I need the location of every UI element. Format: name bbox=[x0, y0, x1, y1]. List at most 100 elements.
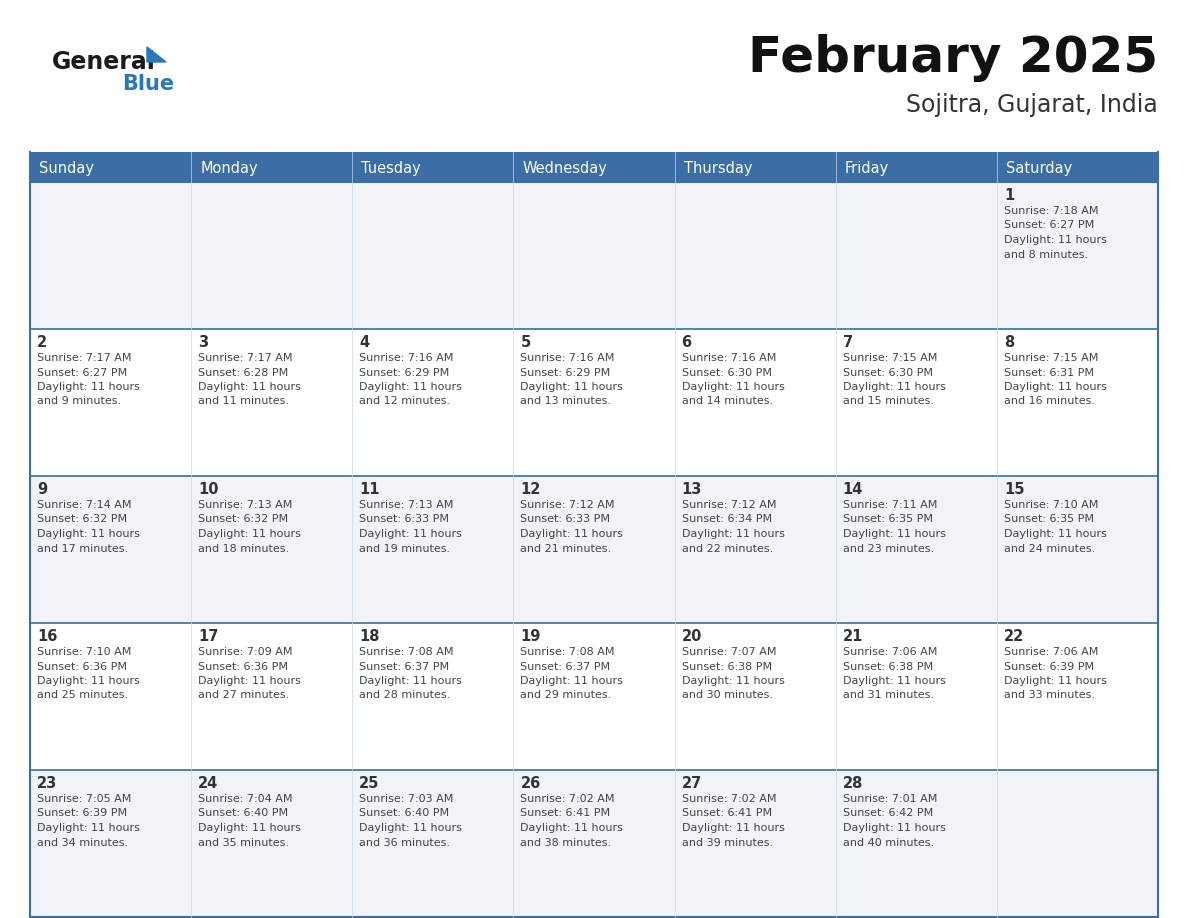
Text: and 14 minutes.: and 14 minutes. bbox=[682, 397, 772, 407]
Text: Daylight: 11 hours: Daylight: 11 hours bbox=[842, 529, 946, 539]
Text: 20: 20 bbox=[682, 629, 702, 644]
Text: Daylight: 11 hours: Daylight: 11 hours bbox=[1004, 676, 1107, 686]
Text: Daylight: 11 hours: Daylight: 11 hours bbox=[520, 382, 624, 392]
Bar bbox=[191, 476, 353, 623]
Text: 24: 24 bbox=[198, 776, 219, 791]
Bar bbox=[675, 329, 835, 476]
Text: Daylight: 11 hours: Daylight: 11 hours bbox=[1004, 529, 1107, 539]
Text: Sunrise: 7:06 AM: Sunrise: 7:06 AM bbox=[1004, 647, 1098, 657]
Text: Daylight: 11 hours: Daylight: 11 hours bbox=[520, 529, 624, 539]
Text: Daylight: 11 hours: Daylight: 11 hours bbox=[1004, 382, 1107, 392]
Text: Sunset: 6:34 PM: Sunset: 6:34 PM bbox=[682, 514, 772, 524]
Text: and 29 minutes.: and 29 minutes. bbox=[520, 690, 612, 700]
Text: Sunset: 6:30 PM: Sunset: 6:30 PM bbox=[682, 367, 771, 377]
Bar bbox=[997, 329, 1158, 476]
Bar bbox=[30, 329, 191, 476]
Bar bbox=[835, 152, 997, 182]
Text: Sunset: 6:35 PM: Sunset: 6:35 PM bbox=[1004, 514, 1094, 524]
Text: Blue: Blue bbox=[122, 74, 175, 94]
Text: 4: 4 bbox=[359, 335, 369, 350]
Text: Sunset: 6:32 PM: Sunset: 6:32 PM bbox=[37, 514, 127, 524]
Text: and 28 minutes.: and 28 minutes. bbox=[359, 690, 450, 700]
Text: Sunrise: 7:10 AM: Sunrise: 7:10 AM bbox=[37, 647, 132, 657]
Text: Sunset: 6:29 PM: Sunset: 6:29 PM bbox=[359, 367, 449, 377]
Text: Sunset: 6:29 PM: Sunset: 6:29 PM bbox=[520, 367, 611, 377]
Text: 8: 8 bbox=[1004, 335, 1015, 350]
Text: 17: 17 bbox=[198, 629, 219, 644]
Text: Thursday: Thursday bbox=[683, 161, 752, 175]
Text: 22: 22 bbox=[1004, 629, 1024, 644]
Text: 19: 19 bbox=[520, 629, 541, 644]
Text: Sunset: 6:27 PM: Sunset: 6:27 PM bbox=[37, 367, 127, 377]
Text: 18: 18 bbox=[359, 629, 380, 644]
Text: and 19 minutes.: and 19 minutes. bbox=[359, 543, 450, 554]
Text: Sunrise: 7:01 AM: Sunrise: 7:01 AM bbox=[842, 794, 937, 804]
Text: Sunset: 6:39 PM: Sunset: 6:39 PM bbox=[1004, 662, 1094, 671]
Bar bbox=[353, 152, 513, 182]
Text: and 25 minutes.: and 25 minutes. bbox=[37, 690, 128, 700]
Bar bbox=[675, 476, 835, 623]
Text: Daylight: 11 hours: Daylight: 11 hours bbox=[198, 382, 301, 392]
Text: Sunset: 6:40 PM: Sunset: 6:40 PM bbox=[359, 809, 449, 819]
Text: Daylight: 11 hours: Daylight: 11 hours bbox=[359, 382, 462, 392]
Text: and 39 minutes.: and 39 minutes. bbox=[682, 837, 772, 847]
Text: and 34 minutes.: and 34 minutes. bbox=[37, 837, 128, 847]
Text: Daylight: 11 hours: Daylight: 11 hours bbox=[37, 529, 140, 539]
Text: Sunrise: 7:12 AM: Sunrise: 7:12 AM bbox=[682, 500, 776, 510]
Text: Sunset: 6:30 PM: Sunset: 6:30 PM bbox=[842, 367, 933, 377]
Text: and 21 minutes.: and 21 minutes. bbox=[520, 543, 612, 554]
Text: Sunset: 6:36 PM: Sunset: 6:36 PM bbox=[198, 662, 289, 671]
Text: and 18 minutes.: and 18 minutes. bbox=[198, 543, 289, 554]
Bar bbox=[30, 152, 191, 182]
Text: 5: 5 bbox=[520, 335, 531, 350]
Text: Daylight: 11 hours: Daylight: 11 hours bbox=[842, 823, 946, 833]
Text: Sunrise: 7:02 AM: Sunrise: 7:02 AM bbox=[682, 794, 776, 804]
Text: 3: 3 bbox=[198, 335, 208, 350]
Bar bbox=[997, 623, 1158, 770]
Text: and 11 minutes.: and 11 minutes. bbox=[198, 397, 289, 407]
Bar bbox=[835, 182, 997, 329]
Bar bbox=[30, 182, 191, 329]
Text: Sunrise: 7:15 AM: Sunrise: 7:15 AM bbox=[1004, 353, 1098, 363]
Text: 11: 11 bbox=[359, 482, 380, 497]
Text: Sunrise: 7:06 AM: Sunrise: 7:06 AM bbox=[842, 647, 937, 657]
Text: Daylight: 11 hours: Daylight: 11 hours bbox=[198, 676, 301, 686]
Text: Sunrise: 7:08 AM: Sunrise: 7:08 AM bbox=[520, 647, 615, 657]
Bar bbox=[353, 476, 513, 623]
Text: Daylight: 11 hours: Daylight: 11 hours bbox=[198, 823, 301, 833]
Text: and 24 minutes.: and 24 minutes. bbox=[1004, 543, 1095, 554]
Text: 14: 14 bbox=[842, 482, 864, 497]
Bar bbox=[191, 329, 353, 476]
Bar bbox=[191, 152, 353, 182]
Bar bbox=[353, 770, 513, 917]
Text: and 23 minutes.: and 23 minutes. bbox=[842, 543, 934, 554]
Text: February 2025: February 2025 bbox=[748, 34, 1158, 82]
Text: Sunset: 6:36 PM: Sunset: 6:36 PM bbox=[37, 662, 127, 671]
Text: and 15 minutes.: and 15 minutes. bbox=[842, 397, 934, 407]
Bar bbox=[835, 623, 997, 770]
Text: Daylight: 11 hours: Daylight: 11 hours bbox=[842, 382, 946, 392]
Text: Sunrise: 7:07 AM: Sunrise: 7:07 AM bbox=[682, 647, 776, 657]
Bar bbox=[513, 182, 675, 329]
Bar bbox=[30, 623, 191, 770]
Bar bbox=[353, 182, 513, 329]
Text: Sunrise: 7:10 AM: Sunrise: 7:10 AM bbox=[1004, 500, 1098, 510]
Text: Daylight: 11 hours: Daylight: 11 hours bbox=[359, 529, 462, 539]
Text: Sunset: 6:40 PM: Sunset: 6:40 PM bbox=[198, 809, 289, 819]
Text: Sunrise: 7:16 AM: Sunrise: 7:16 AM bbox=[359, 353, 454, 363]
Text: Wednesday: Wednesday bbox=[523, 161, 607, 175]
Text: 10: 10 bbox=[198, 482, 219, 497]
Text: 1: 1 bbox=[1004, 188, 1015, 203]
Text: General: General bbox=[52, 50, 156, 74]
Text: 27: 27 bbox=[682, 776, 702, 791]
Text: Tuesday: Tuesday bbox=[361, 161, 421, 175]
Bar bbox=[997, 152, 1158, 182]
Text: Sunday: Sunday bbox=[39, 161, 94, 175]
Text: Sunrise: 7:09 AM: Sunrise: 7:09 AM bbox=[198, 647, 292, 657]
Text: 12: 12 bbox=[520, 482, 541, 497]
Bar bbox=[835, 770, 997, 917]
Text: Sunset: 6:38 PM: Sunset: 6:38 PM bbox=[682, 662, 772, 671]
Text: Sunrise: 7:03 AM: Sunrise: 7:03 AM bbox=[359, 794, 454, 804]
Text: Sunset: 6:42 PM: Sunset: 6:42 PM bbox=[842, 809, 933, 819]
Text: 13: 13 bbox=[682, 482, 702, 497]
